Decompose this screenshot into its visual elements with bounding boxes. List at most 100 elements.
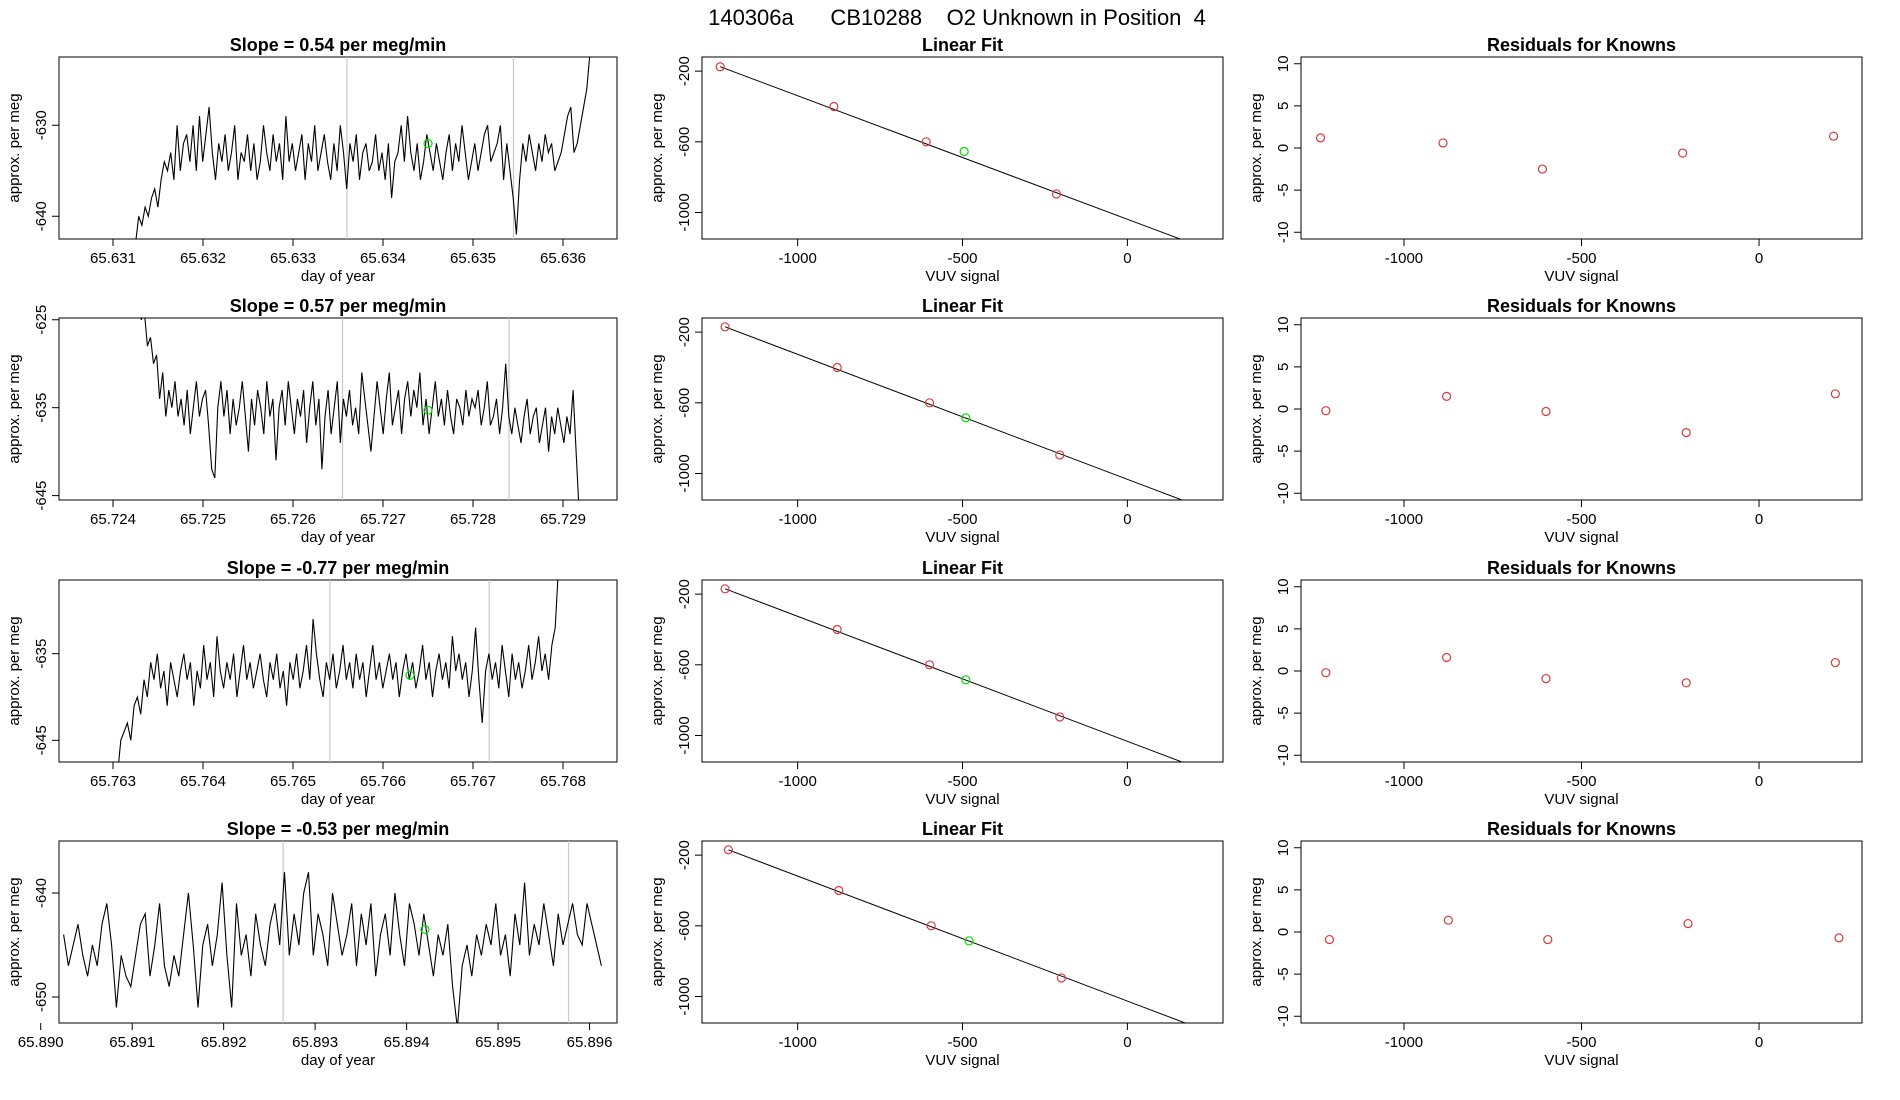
x-axis-label: day of year	[301, 268, 375, 285]
known-point	[723, 845, 733, 855]
y-tick-label: 5	[1275, 102, 1292, 110]
x-tick-label: -1000	[1385, 250, 1423, 267]
residual-point	[1828, 131, 1839, 141]
x-tick-label: 65.634	[360, 250, 406, 267]
y-tick-label: -635	[33, 639, 50, 669]
plot-frame	[701, 317, 1224, 501]
residual-point	[1543, 934, 1553, 945]
panel-title: Linear Fit	[922, 819, 1003, 839]
unknown-point	[961, 675, 971, 685]
known-point	[1194, 502, 1202, 510]
x-tick-label: 0	[1123, 511, 1131, 528]
x-axis-label: day of year	[301, 791, 375, 808]
known-point	[720, 322, 730, 332]
x-tick-label: 0	[1123, 773, 1131, 790]
panel-row4-timeseries: Slope = -0.53 per meg/min day of year appr…	[6, 819, 618, 1069]
residual-point	[1681, 427, 1691, 438]
x-tick-label: -500	[947, 250, 977, 267]
x-tick-label: 0	[1755, 773, 1763, 790]
x-tick-label: 65.765	[270, 773, 316, 790]
x-tick-label: -1000	[778, 511, 816, 528]
series-line	[63, 872, 602, 1023]
x-axis-label: VUV signal	[1544, 791, 1618, 808]
panel-row1-linear-fit: Linear Fit VUV signal approx. per meg -1000…	[649, 35, 1224, 285]
x-tick-label: -500	[947, 511, 977, 528]
y-tick-label: -600	[676, 127, 693, 157]
x-axis-label: VUV signal	[925, 1052, 999, 1069]
panel-row4-residuals: Residuals for Knowns VUV signal approx. pe…	[1248, 819, 1863, 1069]
panel-row2-linear-fit: Linear Fit VUV signal approx. per meg -1000…	[649, 296, 1224, 546]
x-tick-label: -1000	[778, 1034, 816, 1051]
x-tick-label: -1000	[1385, 511, 1423, 528]
x-axis-label: VUV signal	[1544, 529, 1618, 546]
plot-frame	[58, 317, 618, 501]
panel-row1-timeseries: Slope = 0.54 per meg/min day of year appro…	[6, 35, 618, 285]
x-tick-label: 65.724	[90, 511, 136, 528]
panel-row4-linear-fit: Linear Fit VUV signal approx. per meg -1000…	[649, 819, 1224, 1069]
x-tick-label: -500	[1566, 1034, 1596, 1051]
x-tick-label: -500	[1566, 250, 1596, 267]
y-tick-label: -1000	[676, 716, 693, 754]
y-axis-label: approx. per meg	[6, 354, 23, 463]
panel-row3-linear-fit: Linear Fit VUV signal approx. per meg -1000…	[649, 558, 1224, 808]
known-point	[1055, 450, 1065, 460]
y-tick-label: 5	[1275, 363, 1292, 371]
data-area	[118, 580, 559, 762]
panel-row2-timeseries: Slope = 0.57 per meg/min day of year appro…	[6, 296, 618, 546]
residual-point	[1441, 652, 1452, 663]
residual-point	[1834, 933, 1844, 943]
y-tick-label: -625	[33, 305, 50, 335]
y-tick-label: -635	[33, 393, 50, 423]
known-point	[832, 624, 842, 635]
residual-point	[1830, 657, 1840, 668]
panel-title: Linear Fit	[922, 296, 1003, 316]
y-axis-label: approx. per meg	[6, 616, 23, 725]
y-axis-label: approx. per meg	[1248, 616, 1265, 725]
unknown-point	[423, 138, 433, 149]
y-tick-label: 10	[1275, 55, 1292, 72]
data-area	[1315, 131, 1839, 174]
panel-title: Slope = -0.77 per meg/min	[227, 558, 450, 578]
panel-row3-timeseries: Slope = -0.77 per meg/min day of year appr…	[6, 558, 618, 808]
panel-row2-residuals: Residuals for Knowns VUV signal approx. pe…	[1248, 296, 1863, 546]
x-tick-label: 65.893	[292, 1034, 338, 1051]
panel-title: Residuals for Knowns	[1487, 819, 1676, 839]
panel-title: Linear Fit	[922, 558, 1003, 578]
data-area	[1321, 652, 1840, 688]
known-point	[720, 584, 730, 594]
y-tick-label: 10	[1275, 316, 1292, 333]
known-point	[1051, 189, 1062, 199]
panel-row3-residuals: Residuals for Knowns VUV signal approx. pe…	[1248, 558, 1863, 808]
x-tick-label: 65.632	[180, 250, 226, 267]
residual-point	[1315, 133, 1326, 143]
x-tick-label: -1000	[778, 250, 816, 267]
known-point	[1056, 973, 1067, 983]
known-point	[715, 62, 725, 72]
residual-point	[1441, 391, 1452, 401]
y-tick-label: -630	[33, 110, 50, 140]
panel-title: Residuals for Knowns	[1487, 35, 1676, 55]
y-axis-label: approx. per meg	[6, 877, 23, 986]
panel-title: Residuals for Knowns	[1487, 558, 1676, 578]
y-tick-label: 5	[1275, 625, 1292, 633]
panel-title: Residuals for Knowns	[1487, 296, 1676, 316]
residual-point	[1541, 406, 1551, 417]
panel-title: Slope = -0.53 per meg/min	[227, 819, 450, 839]
x-tick-label: 0	[1755, 250, 1763, 267]
y-tick-label: 10	[1275, 839, 1292, 856]
y-tick-label: -650	[33, 982, 50, 1012]
y-axis-label: approx. per meg	[1248, 877, 1265, 986]
x-tick-label: 65.768	[540, 773, 586, 790]
y-tick-label: -10	[1275, 744, 1292, 766]
y-tick-label: -5	[1275, 706, 1292, 719]
known-point	[834, 885, 844, 896]
y-axis-label: approx. per meg	[649, 93, 666, 202]
x-tick-label: -500	[947, 773, 977, 790]
x-tick-label: 0	[1755, 511, 1763, 528]
plot-frame	[58, 840, 618, 1024]
y-axis-label: approx. per meg	[1248, 354, 1265, 463]
residual-point	[1324, 934, 1335, 945]
y-tick-label: -200	[676, 579, 693, 609]
y-tick-label: -600	[676, 650, 693, 680]
known-point	[924, 398, 935, 408]
